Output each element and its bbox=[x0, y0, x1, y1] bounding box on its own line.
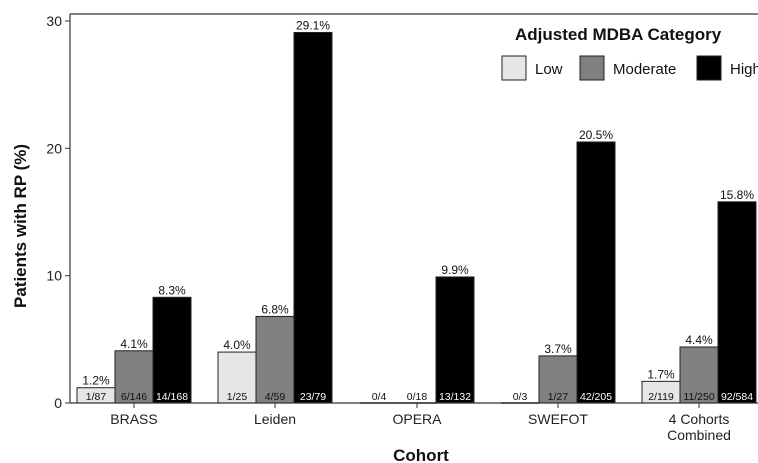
bar-group: 0/3 3.7% 1/27 20.5% 42/205 bbox=[501, 128, 616, 404]
data-label: 15.8% bbox=[720, 188, 754, 202]
bar-moderate bbox=[255, 315, 295, 404]
data-label: 8.3% bbox=[158, 283, 186, 297]
legend-swatch bbox=[696, 55, 722, 81]
bar-moderate bbox=[538, 355, 578, 404]
data-label: 4.4% bbox=[685, 333, 713, 347]
bar-group: 0/4 0/18 9.9% 13/132 bbox=[360, 263, 475, 404]
fraction-label: 42/205 bbox=[580, 391, 612, 403]
x-tick-label: OPERA bbox=[392, 411, 442, 427]
bar-group: 4.0% 1/25 6.8% 4/59 29.1% 23/79 bbox=[217, 18, 333, 404]
fraction-label: 23/79 bbox=[300, 391, 326, 403]
data-label: 4.0% bbox=[223, 338, 251, 352]
data-label: 1.7% bbox=[647, 367, 675, 381]
y-tick-label: 20 bbox=[46, 140, 62, 156]
data-label: 6.8% bbox=[261, 302, 289, 316]
fraction-label: 2/119 bbox=[648, 391, 674, 403]
data-label: 29.1% bbox=[296, 18, 330, 32]
fraction-label: 0/4 bbox=[372, 391, 387, 403]
fraction-label: 11/250 bbox=[683, 391, 714, 403]
data-label: 3.7% bbox=[544, 342, 572, 356]
fraction-label: 1/27 bbox=[548, 391, 569, 403]
x-tick-label: BRASS bbox=[110, 411, 157, 427]
legend-title: Adjusted MDBA Category bbox=[515, 25, 722, 44]
fraction-label: 4/59 bbox=[265, 391, 286, 403]
legend: Adjusted MDBA Category Low Moderate High bbox=[501, 25, 758, 81]
bar-group: 1.7% 2/119 4.4% 11/250 15.8% 92/584 bbox=[641, 188, 757, 404]
data-label: 4.1% bbox=[120, 337, 148, 351]
y-axis-title: Patients with RP (%) bbox=[11, 144, 30, 308]
fraction-label: 1/87 bbox=[86, 391, 107, 403]
fraction-label: 0/3 bbox=[513, 391, 528, 403]
legend-item-low: Low bbox=[501, 55, 563, 81]
x-tick-label: SWEFOT bbox=[528, 411, 588, 427]
fraction-label: 13/132 bbox=[439, 391, 471, 403]
bar-group: 1.2% 1/87 4.1% 6/146 8.3% 14/168 bbox=[76, 283, 192, 404]
y-axis: 0 10 20 30 bbox=[46, 13, 758, 411]
bar-high bbox=[152, 296, 192, 404]
x-tick-label: Combined bbox=[667, 427, 731, 443]
bar-high bbox=[717, 201, 757, 404]
fraction-label: 0/18 bbox=[407, 391, 428, 403]
bar-groups: 1.2%1/874.1%6/1468.3%14/1684.0%1/256.8%4… bbox=[76, 18, 757, 404]
bar-high bbox=[435, 276, 475, 404]
data-label: 1.2% bbox=[82, 374, 110, 388]
data-label: 20.5% bbox=[579, 128, 613, 142]
legend-label: Moderate bbox=[613, 61, 676, 78]
bar-high bbox=[293, 31, 333, 404]
legend-item-moderate: Moderate bbox=[579, 55, 676, 81]
fraction-label: 14/168 bbox=[156, 391, 188, 403]
y-tick-label: 0 bbox=[54, 395, 62, 411]
fraction-label: 92/584 bbox=[721, 391, 753, 403]
x-tick-label: Leiden bbox=[254, 411, 296, 427]
data-label: 9.9% bbox=[441, 263, 469, 277]
legend-swatch bbox=[579, 55, 605, 81]
fraction-label: 6/146 bbox=[121, 391, 147, 403]
legend-swatch bbox=[501, 55, 527, 81]
bar-high bbox=[576, 141, 616, 404]
y-tick-label: 10 bbox=[46, 268, 62, 284]
legend-item-high: High bbox=[696, 55, 758, 81]
fraction-label: 1/25 bbox=[227, 391, 248, 403]
legend-label: High bbox=[730, 61, 758, 78]
x-axis-title: Cohort bbox=[393, 446, 449, 463]
legend-label: Low bbox=[535, 61, 563, 78]
y-tick-label: 30 bbox=[46, 13, 62, 29]
bar-moderate bbox=[679, 346, 719, 404]
x-tick-label: 4 Cohorts bbox=[669, 411, 730, 427]
